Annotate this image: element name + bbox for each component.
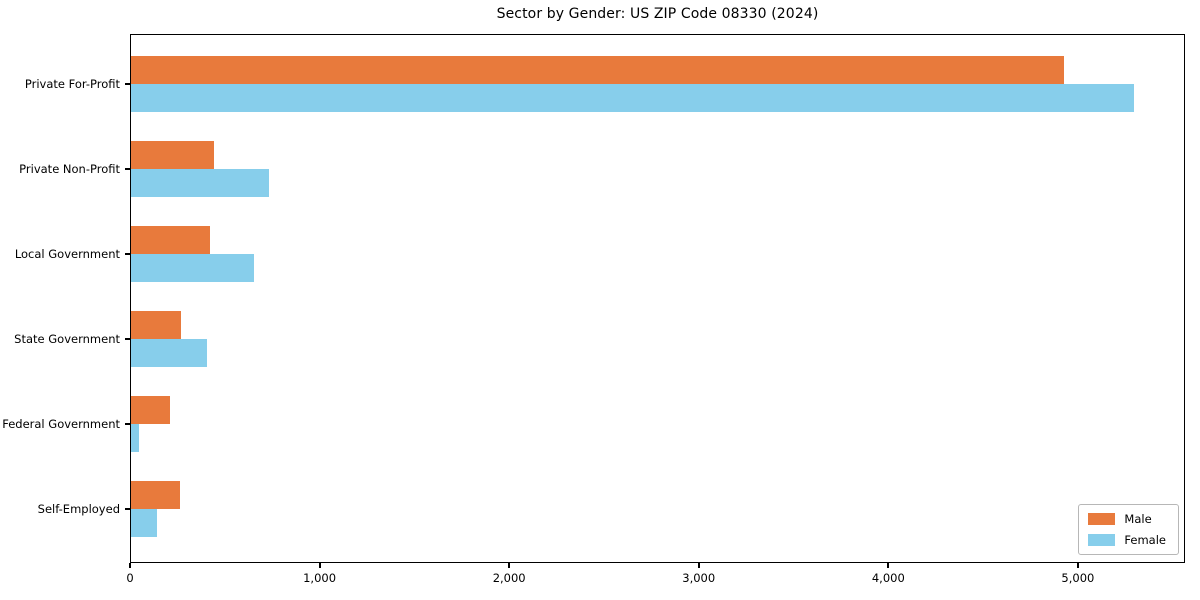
x-tick-mark [129, 563, 131, 568]
y-tick-mark [125, 252, 130, 255]
y-label-row-private-non-profit: Private Non-Profit [0, 126, 130, 211]
y-tick-mark [125, 82, 130, 85]
x-tick-label-2-000: 2,000 [492, 571, 526, 585]
x-tick-label-1-000: 1,000 [303, 571, 337, 585]
x-tick-mark [1076, 563, 1079, 568]
legend-swatch-female-icon [1088, 534, 1116, 546]
bar-group-private-non-profit [131, 127, 1184, 212]
x-axis: 0 1,000 2,000 3,000 4,000 5,000 [126, 563, 1185, 595]
bar-female-state-government [131, 338, 207, 367]
legend-label-female: Female [1124, 533, 1166, 547]
legend-swatch-male-icon [1088, 513, 1116, 525]
y-tick-mark [125, 167, 130, 170]
bar-female-private-non-profit [131, 169, 270, 198]
x-tick-mark [318, 563, 321, 568]
y-tick-label-state-government: State Government [14, 332, 120, 347]
bar-male-state-government [131, 310, 182, 339]
bar-group-state-government [131, 296, 1184, 381]
bar-male-self-employed [131, 480, 181, 509]
bar-male-private-for-profit [131, 56, 1064, 85]
bar-groups [131, 35, 1184, 562]
bar-group-local-government [131, 212, 1184, 297]
y-tick-label-private-non-profit: Private Non-Profit [19, 161, 120, 176]
y-tick-label-self-employed: Self-Employed [37, 502, 120, 517]
y-tick-mark [125, 423, 130, 426]
y-label-row-federal-government: Federal Government [0, 382, 130, 467]
bar-group-private-for-profit [131, 42, 1184, 127]
y-label-row-private-for-profit: Private For-Profit [0, 41, 130, 126]
x-tick-label-3-000: 3,000 [682, 571, 716, 585]
bar-female-local-government [131, 254, 254, 283]
bar-female-federal-government [131, 423, 139, 452]
y-axis-labels: Private For-Profit Private Non-Profit Loca… [0, 34, 130, 563]
legend: Male Female [1078, 504, 1179, 555]
bar-female-self-employed [131, 508, 157, 537]
bar-male-federal-government [131, 395, 170, 424]
y-tick-label-federal-government: Federal Government [2, 417, 120, 432]
bar-male-private-non-profit [131, 141, 215, 170]
legend-item-male: Male [1088, 512, 1166, 526]
y-tick-mark [125, 508, 130, 511]
chart-title: Sector by Gender: US ZIP Code 08330 (202… [496, 6, 819, 22]
x-tick-mark [508, 563, 511, 568]
x-tick-label-0: 0 [126, 571, 134, 585]
plot-area: Male Female [130, 34, 1185, 563]
x-tick-mark [697, 563, 700, 568]
x-tick-mark [887, 563, 890, 568]
y-label-row-local-government: Local Government [0, 211, 130, 296]
x-tick-label-5-000: 5,000 [1061, 571, 1095, 585]
bar-male-local-government [131, 226, 210, 255]
y-tick-mark [125, 338, 130, 341]
y-label-row-state-government: State Government [0, 297, 130, 382]
legend-item-female: Female [1088, 533, 1166, 547]
bar-female-private-for-profit [131, 84, 1134, 113]
y-tick-label-private-for-profit: Private For-Profit [24, 76, 120, 91]
legend-label-male: Male [1124, 512, 1152, 526]
y-label-row-self-employed: Self-Employed [0, 467, 130, 552]
y-tick-label-local-government: Local Government [14, 246, 120, 261]
bar-group-federal-government [131, 381, 1184, 466]
bar-group-self-employed [131, 466, 1184, 551]
x-tick-label-4-000: 4,000 [871, 571, 905, 585]
